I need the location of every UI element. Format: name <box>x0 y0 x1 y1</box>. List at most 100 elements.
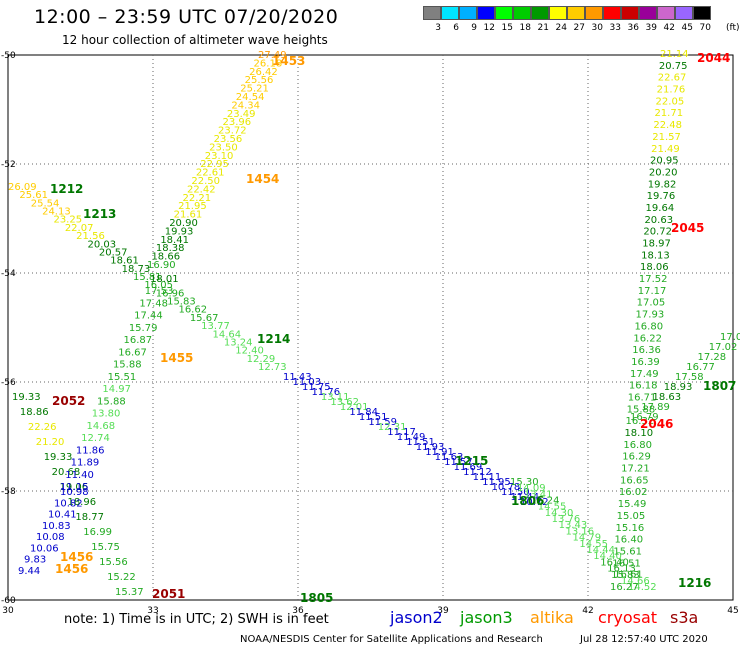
wave-height-value: 17.06 <box>720 332 740 343</box>
wave-height-value: 15.79 <box>129 323 158 334</box>
wave-height-value: 11.84 <box>349 407 378 418</box>
wave-height-value: 15.88 <box>627 404 656 415</box>
wave-height-value: 13.41 <box>524 489 553 500</box>
wave-height-value: 20.03 <box>88 239 117 250</box>
wave-height-value: 18.93 <box>664 382 693 393</box>
wave-height-value: 13.43 <box>559 520 588 531</box>
wave-height-value: 17.89 <box>641 402 670 413</box>
pass-time-label: 2052 <box>52 394 85 408</box>
wave-height-value: 24.13 <box>42 207 71 218</box>
wave-height-value: 17.02 <box>709 342 738 353</box>
wave-height-value: 19.76 <box>647 191 676 202</box>
wave-height-value: 20.95 <box>650 156 679 167</box>
wave-height-value: 12.29 <box>247 354 276 365</box>
wave-height-value: 17.17 <box>638 286 667 297</box>
satellite-name-jason3: jason3 <box>460 608 513 627</box>
wave-height-value: 16.96 <box>156 288 185 299</box>
wave-height-value: 19.06 <box>60 482 89 493</box>
x-tick-label: 36 <box>292 606 304 616</box>
legend-swatch <box>585 6 603 20</box>
legend-label: 42 <box>663 23 675 33</box>
wave-height-value: 9.44 <box>18 566 40 577</box>
pass-time-label: 1214 <box>257 332 290 346</box>
legend-swatch <box>675 6 693 20</box>
wave-height-value: 21.57 <box>652 132 681 143</box>
wave-height-value: 17.53 <box>145 286 174 297</box>
y-tick-label: -58 <box>1 487 16 497</box>
wave-height-value: 11.17 <box>387 427 416 438</box>
wave-height-value: 16.32 <box>626 416 655 427</box>
wave-height-value: 18.86 <box>20 407 49 418</box>
wave-height-value: 15.61 <box>613 546 642 557</box>
wave-height-value: 22.61 <box>196 168 225 179</box>
wave-height-value: 15.83 <box>611 570 640 581</box>
wave-height-value: 13.76 <box>552 514 581 525</box>
legend-swatch <box>639 6 657 20</box>
wave-height-value: 22.95 <box>200 159 229 170</box>
wave-height-value: 20.57 <box>99 247 128 258</box>
wave-height-value: 22.67 <box>658 73 687 84</box>
wave-height-value: 11.57 <box>444 457 473 468</box>
wave-height-value: 16.87 <box>124 335 153 346</box>
wave-height-value: 11.91 <box>425 447 454 458</box>
legend-swatch <box>459 6 477 20</box>
wave-height-value: 25.56 <box>245 75 274 86</box>
wave-height-value: 16.39 <box>631 357 660 368</box>
wave-height-value: 16.80 <box>634 321 663 332</box>
wave-height-value: 15.51 <box>108 372 137 383</box>
pass-time-label: 2044 <box>697 51 730 65</box>
wave-height-value: 11.86 <box>76 445 105 456</box>
map-frame <box>7 54 734 601</box>
legend-swatch <box>495 6 513 20</box>
wave-height-value: 22.21 <box>183 193 212 204</box>
wave-height-value: 24.54 <box>236 92 265 103</box>
wave-height-value: 15.16 <box>616 523 645 534</box>
legend-swatch <box>567 6 585 20</box>
wave-height-value: 11.12 <box>463 467 492 478</box>
wave-height-value: 14.55 <box>579 539 608 550</box>
legend-label: 6 <box>453 23 459 33</box>
wave-height-value: 15.81 <box>133 272 162 283</box>
legend-swatch <box>441 6 459 20</box>
wave-height-value: 16.05 <box>144 280 173 291</box>
wave-height-value: 19.64 <box>646 203 675 214</box>
legend-label: 36 <box>627 23 639 33</box>
wave-height-value: 21.95 <box>178 201 207 212</box>
wave-height-value: 16.02 <box>619 487 648 498</box>
wave-height-value: 22.05 <box>656 96 685 107</box>
pass-time-label: 1455 <box>160 351 193 365</box>
wave-height-value: 9.83 <box>24 555 46 566</box>
wave-height-value: 25.21 <box>240 84 269 95</box>
wave-height-value: 18.66 <box>151 252 180 263</box>
wave-height-value: 22.48 <box>653 120 682 131</box>
wave-height-value: 18.38 <box>156 243 185 254</box>
legend-swatch <box>657 6 675 20</box>
wave-height-value: 18.06 <box>640 262 669 273</box>
wave-height-value: 10.98 <box>60 487 89 498</box>
wave-height-value: 18.97 <box>642 239 671 250</box>
wave-height-value: 11.51 <box>359 412 388 423</box>
y-tick-label: -60 <box>1 596 16 606</box>
wave-height-value: 14.40 <box>593 551 622 562</box>
wave-height-value: 10.08 <box>36 532 65 543</box>
wave-height-value: 23.25 <box>53 215 82 226</box>
legend-unit: (ft) <box>726 23 740 33</box>
wave-height-value: 14.97 <box>102 384 131 395</box>
wave-height-value: 11.03 <box>292 377 321 388</box>
wave-height-value: 14.64 <box>213 329 242 340</box>
legend-label: 3 <box>435 23 441 33</box>
wave-height-value: 26.09 <box>8 182 37 193</box>
y-tick-label: -52 <box>1 160 16 170</box>
wave-height-value: 16.27 <box>610 582 639 593</box>
wave-height-value: 20.20 <box>649 167 678 178</box>
wave-height-value: 11.89 <box>71 458 100 469</box>
wave-height-value: 16.90 <box>147 260 176 271</box>
wave-height-value: 24.34 <box>231 100 260 111</box>
wave-height-value: 17.93 <box>636 310 665 321</box>
wave-height-value: 13.80 <box>92 409 121 420</box>
wave-height-value: 15.56 <box>99 557 128 568</box>
wave-height-value: 10.06 <box>30 543 59 554</box>
wave-height-value: 20.72 <box>643 227 672 238</box>
wave-height-value: 10.83 <box>42 521 71 532</box>
